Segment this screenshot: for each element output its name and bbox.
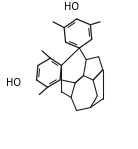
Text: HO: HO (64, 2, 79, 12)
Text: HO: HO (6, 78, 21, 88)
